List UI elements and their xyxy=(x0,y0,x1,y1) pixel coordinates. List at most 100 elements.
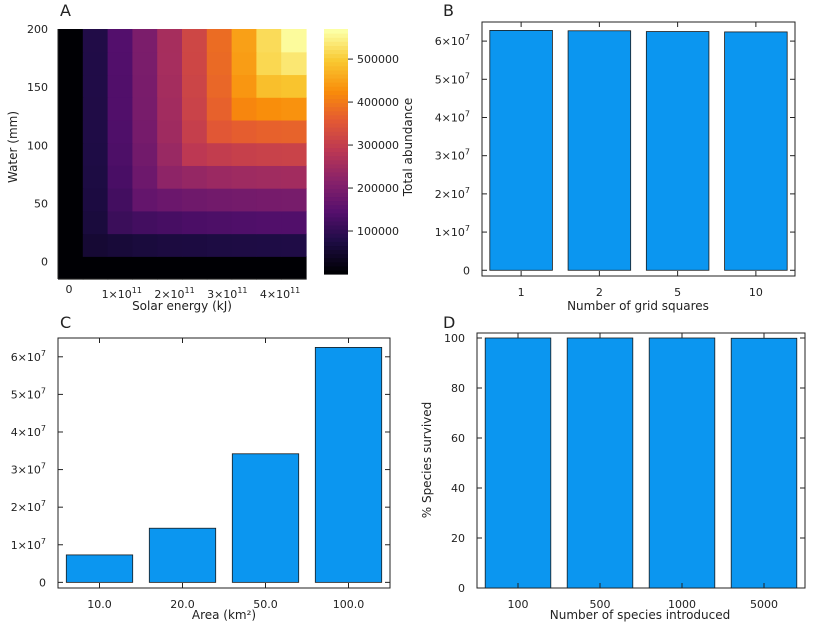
heatmap-cell xyxy=(182,142,208,166)
heatmap-cell xyxy=(231,165,257,189)
heatmap-cell xyxy=(206,97,233,121)
y-tick-label-exp: 7 xyxy=(41,386,46,395)
colorbar-segment xyxy=(324,135,348,140)
y-tick-label: 5×107 xyxy=(435,71,470,86)
colorbar-segment xyxy=(324,73,348,79)
plot-frame xyxy=(57,337,391,589)
colorbar-segment xyxy=(324,155,348,161)
colorbar-segment xyxy=(324,269,348,275)
heatmap-cell xyxy=(256,29,282,53)
heatmap-x-tick-label-base: 4×10 xyxy=(260,288,290,301)
heatmap-cell xyxy=(206,29,233,53)
y-tick-label-base: 80 xyxy=(451,382,465,395)
panel-d-letter: D xyxy=(443,313,455,332)
heatmap-cell xyxy=(107,233,133,257)
heatmap-cell xyxy=(281,233,307,257)
colorbar-segment xyxy=(324,53,348,59)
y-tick-label-base: 60 xyxy=(451,432,465,445)
colorbar-segment xyxy=(324,188,348,193)
heatmap-x-ticks: 0 1×1011 2×1011 3×1011 4×1011 xyxy=(66,283,301,301)
heatmap-cell xyxy=(58,256,84,280)
heatmap-cell xyxy=(182,188,208,212)
bar xyxy=(489,29,553,271)
heatmap-cell xyxy=(132,74,158,98)
colorbar-segment xyxy=(324,216,348,222)
y-tick-label-exp: 7 xyxy=(465,33,470,42)
colorbar-segment xyxy=(324,41,348,46)
colorbar-segment xyxy=(324,233,348,238)
heatmap-cell xyxy=(82,142,109,166)
heatmap-cell xyxy=(182,165,208,189)
y-tick-label-exp: 7 xyxy=(41,462,46,471)
y-tick-label-base: 2×10 xyxy=(435,188,465,201)
heatmap-x-tick-label-base: 1×10 xyxy=(102,288,132,301)
y-tick-label-base: 4×10 xyxy=(11,426,41,439)
heatmap-cell xyxy=(206,233,233,257)
heatmap-cell xyxy=(157,233,183,257)
y-tick-label-base: 3×10 xyxy=(11,464,41,477)
heatmap-y-tick-label: 0 xyxy=(41,256,48,269)
y-tick-label: 1×107 xyxy=(11,537,46,552)
colorbar-segment xyxy=(324,204,348,210)
y-tick-label: 60 xyxy=(451,432,465,445)
colorbar-segment xyxy=(324,114,348,120)
heatmap-cell xyxy=(82,210,109,235)
colorbar-segment xyxy=(324,49,348,55)
y-tick-label: 6×107 xyxy=(11,349,46,364)
colorbar-segment xyxy=(324,192,348,198)
colorbar-label: Total abundance xyxy=(401,98,415,198)
heatmap-cell xyxy=(107,142,133,166)
y-tick-label-base: 3×10 xyxy=(435,150,465,163)
panel-d-plot: 0 20 40 60 80 100 100 500 1000 5000 xyxy=(444,332,806,611)
heatmap-cell xyxy=(58,233,84,257)
colorbar xyxy=(324,29,348,275)
heatmap-cell xyxy=(157,29,183,53)
y-tick-label-base: 100 xyxy=(444,332,465,345)
heatmap-y-ticks: 0 50 100 150 200 xyxy=(27,23,48,269)
heatmap-x-tick-label: 2×1011 xyxy=(154,286,194,301)
y-tick-label: 100 xyxy=(444,332,465,345)
heatmap-cell xyxy=(107,51,133,76)
heatmap-cell xyxy=(107,29,133,53)
heatmap-x-tick-label-base: 0 xyxy=(66,283,73,296)
heatmap-cell xyxy=(58,74,84,98)
heatmap-cell xyxy=(231,97,257,121)
heatmap-cell xyxy=(157,165,183,189)
panel-a: A 0 1×1011 2×1011 3×1011 4×1011 050100150200… xyxy=(6,1,415,313)
colorbar-segment xyxy=(324,151,348,157)
heatmap-cell xyxy=(82,233,109,257)
y-tick-label: 4×107 xyxy=(11,424,46,439)
heatmap-cell xyxy=(281,188,307,212)
colorbar-tick-label: 500000 xyxy=(357,53,399,66)
heatmap-cell xyxy=(58,29,84,53)
panel-c-letter: C xyxy=(60,313,71,332)
heatmap-cell xyxy=(157,119,183,144)
heatmap-cell xyxy=(157,142,183,166)
y-tick-label-base: 0 xyxy=(39,576,46,589)
panel-b-x-label: Number of grid squares xyxy=(567,299,709,313)
colorbar-segment xyxy=(324,106,348,112)
bar xyxy=(484,337,552,589)
heatmap-cell xyxy=(182,29,208,53)
heatmap-cell xyxy=(58,210,84,235)
heatmap-cell xyxy=(281,165,307,189)
y-tick-label-base: 1×10 xyxy=(435,226,465,239)
x-tick-label: 1 xyxy=(518,286,525,299)
bar xyxy=(231,453,300,583)
y-tick-label-base: 6×10 xyxy=(435,35,465,48)
panel-b-letter: B xyxy=(443,1,454,20)
panel-d-x-label: Number of species introduced xyxy=(550,608,731,622)
colorbar-segment xyxy=(324,196,348,202)
heatmap-cell xyxy=(82,165,109,189)
colorbar-segment xyxy=(324,110,348,116)
heatmap-cell xyxy=(82,29,109,53)
colorbar-segment xyxy=(324,45,348,51)
y-tick-label: 2×107 xyxy=(11,499,46,514)
colorbar-segment xyxy=(324,118,348,124)
colorbar-segment xyxy=(324,257,348,263)
y-tick-label: 4×107 xyxy=(435,109,470,124)
heatmap-x-label: Solar energy (kJ) xyxy=(132,299,232,313)
colorbar-segment xyxy=(324,225,348,230)
